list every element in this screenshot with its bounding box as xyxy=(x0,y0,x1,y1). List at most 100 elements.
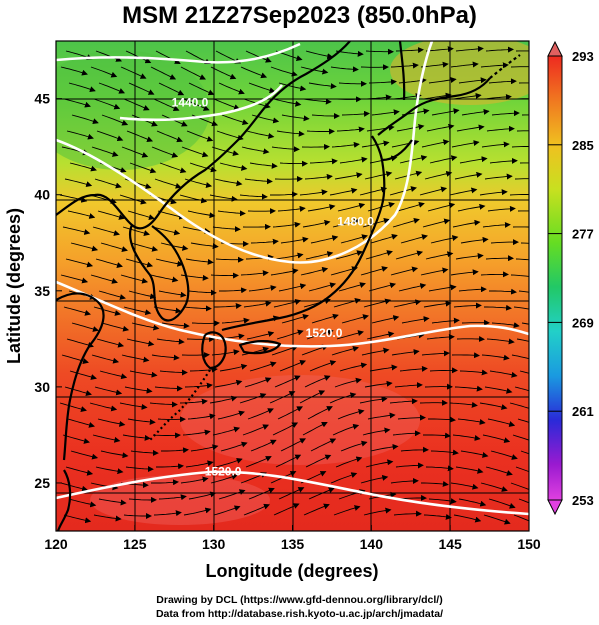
streamline xyxy=(129,370,158,378)
streamline xyxy=(450,482,479,490)
streamline xyxy=(304,375,331,388)
streamline xyxy=(427,202,456,212)
streamline xyxy=(95,258,123,268)
streamline xyxy=(511,146,529,148)
streamline xyxy=(486,125,515,132)
streamline xyxy=(272,221,301,228)
streamline xyxy=(304,173,333,180)
streamline xyxy=(309,360,337,372)
streamline xyxy=(157,210,186,220)
streamline xyxy=(305,454,332,468)
streamline xyxy=(513,306,529,310)
streamline xyxy=(515,258,529,261)
coastlines xyxy=(56,41,521,531)
streamline xyxy=(449,401,478,408)
coast-asia-mainland xyxy=(56,41,351,230)
streamline xyxy=(185,460,214,468)
streamline xyxy=(122,226,150,236)
contour-1440 xyxy=(56,42,301,122)
streamline xyxy=(188,491,217,500)
streamline xyxy=(59,194,88,203)
streamline xyxy=(485,466,513,476)
coast-shikoku xyxy=(238,340,282,355)
streamline xyxy=(428,284,457,292)
streamline xyxy=(485,255,514,262)
streamline xyxy=(479,402,508,410)
streamline xyxy=(240,270,269,277)
streamline xyxy=(239,193,268,200)
streamline xyxy=(366,124,395,132)
streamline xyxy=(340,440,368,452)
streamline xyxy=(490,239,519,246)
streamline xyxy=(421,480,449,487)
streamline xyxy=(97,210,125,220)
y-tick-label: 45 xyxy=(34,91,50,107)
streamline xyxy=(311,113,340,119)
streamline xyxy=(128,290,157,300)
streamline xyxy=(299,390,326,404)
streamline xyxy=(127,418,156,425)
streamline xyxy=(189,366,218,373)
streamline xyxy=(280,236,309,244)
streamline xyxy=(484,173,513,180)
streamline xyxy=(453,514,482,523)
streamline xyxy=(65,258,94,268)
streamline xyxy=(245,456,272,468)
streamline xyxy=(154,178,182,189)
streamline xyxy=(270,191,298,198)
streamline xyxy=(90,274,118,284)
streamline xyxy=(430,235,459,244)
streamline xyxy=(307,406,333,420)
streamline xyxy=(214,303,242,309)
streamline xyxy=(100,242,128,252)
streamline xyxy=(490,450,518,460)
streamline xyxy=(424,170,453,180)
contour-label: 1480.0 xyxy=(337,214,374,228)
streamline xyxy=(359,396,388,404)
streamline xyxy=(248,284,277,292)
streamline xyxy=(242,223,271,230)
streamline xyxy=(517,418,529,423)
streamline xyxy=(428,498,457,505)
streamline xyxy=(187,210,216,219)
streamline xyxy=(306,128,335,135)
x-axis: 120 125 130 135 140 145 150 xyxy=(44,525,541,552)
streamline xyxy=(279,360,307,372)
x-tick-label: 140 xyxy=(360,536,384,552)
streamline xyxy=(485,46,514,53)
streamline xyxy=(62,226,91,235)
streamline xyxy=(273,98,302,107)
streamline xyxy=(150,274,179,283)
streamline xyxy=(278,283,307,292)
streamline xyxy=(518,498,529,504)
streamline xyxy=(393,299,422,308)
streamline xyxy=(331,346,359,356)
streamline xyxy=(181,352,210,359)
streamline xyxy=(249,361,277,372)
streamline xyxy=(336,330,364,340)
streamline xyxy=(481,141,510,148)
streamline xyxy=(511,354,529,360)
coast-korea xyxy=(129,224,190,322)
streamline xyxy=(370,234,398,244)
streamline xyxy=(188,289,217,296)
streamline xyxy=(219,287,247,294)
contour-label: 1520.0 xyxy=(205,464,242,478)
contour-1480 xyxy=(56,41,434,264)
streamline xyxy=(521,322,529,325)
streamline xyxy=(210,473,238,484)
colorbar-label: 285 xyxy=(572,138,594,153)
streamline xyxy=(97,418,126,427)
streamline xyxy=(482,221,511,228)
coast-sakhalin xyxy=(398,41,406,101)
streamline xyxy=(395,462,424,469)
streamline xyxy=(153,306,182,314)
streamline xyxy=(215,457,243,468)
streamline xyxy=(361,347,390,356)
streamline xyxy=(152,432,181,439)
streamline xyxy=(397,201,425,212)
streamline xyxy=(242,424,270,436)
streamline xyxy=(215,256,244,263)
streamline xyxy=(481,354,510,361)
streamline xyxy=(67,210,96,219)
